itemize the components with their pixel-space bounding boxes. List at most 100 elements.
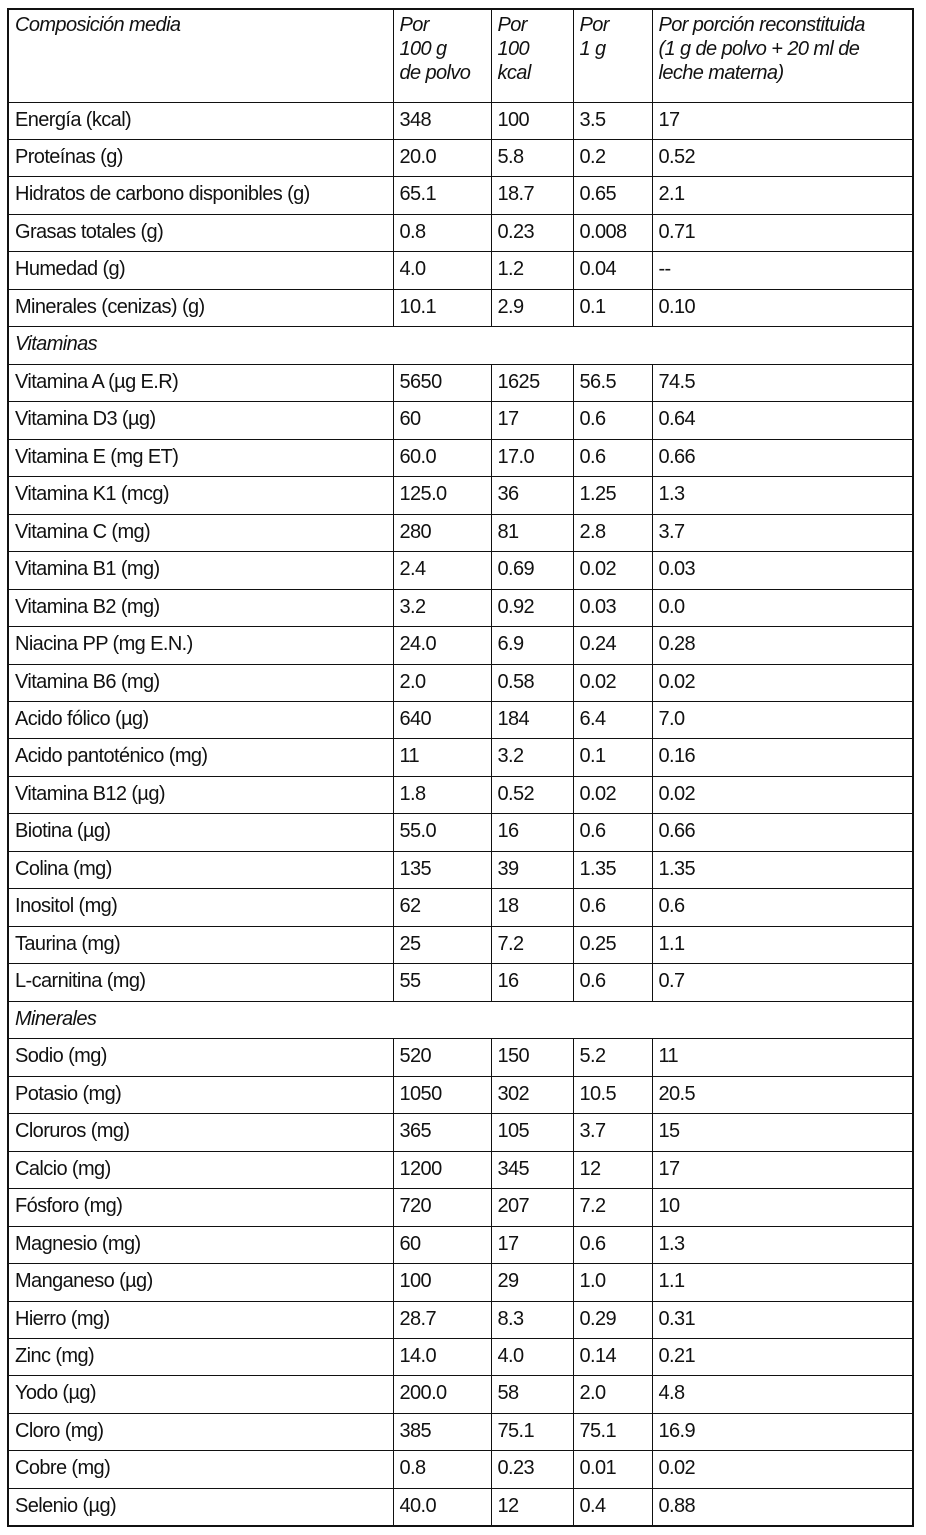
value-per-100g: 135: [392, 850, 492, 890]
table-row: Vitamina E (mg ET) 60.0 17.0 0.6 0.66: [7, 438, 914, 478]
table-row: Colina (mg) 135 39 1.35 1.35: [7, 850, 914, 890]
value-per-portion: 0.10: [651, 288, 914, 328]
value-per-1g: 56.5: [572, 363, 653, 403]
value-per-100kcal: 6.9: [490, 626, 574, 665]
value-per-portion: 0.02: [651, 1450, 914, 1489]
nutrient-name: L-carnitina (mg): [7, 963, 394, 1002]
value-per-100g: 5650: [392, 363, 492, 403]
value-per-portion: 0.16: [651, 738, 914, 777]
table-row: Magnesio (mg) 60 17 0.6 1.3: [7, 1225, 914, 1265]
nutrient-name: Sodio (mg): [7, 1038, 394, 1077]
value-per-1g: 6.4: [572, 700, 653, 740]
table-header-row: Composición media Por 100 g de polvo Por…: [7, 8, 914, 103]
value-per-1g: 0.2: [572, 138, 653, 178]
nutrient-name: Colina (mg): [7, 850, 394, 890]
table-row: Taurina (mg) 25 7.2 0.25 1.1: [7, 925, 914, 965]
table-row: Energía (kcal) 348 100 3.5 17: [7, 101, 914, 140]
value-per-1g: 0.6: [572, 401, 653, 440]
nutrient-name: Hidratos de carbono disponibles (g): [7, 176, 394, 215]
nutrient-name: Niacina PP (mg E.N.): [7, 626, 394, 665]
value-per-100g: 11: [392, 738, 492, 777]
value-per-1g: 0.02: [572, 551, 653, 590]
header-per-portion: Por porción reconstituida (1 g de polvo …: [651, 8, 914, 103]
header-line: 1 g: [579, 38, 607, 60]
value-per-100kcal: 345: [490, 1150, 574, 1190]
value-per-100kcal: 150: [490, 1038, 574, 1077]
header-composition: Composición media: [7, 8, 394, 103]
value-per-100kcal: 105: [490, 1113, 574, 1152]
value-per-portion: 0.71: [651, 213, 914, 253]
value-per-100kcal: 16: [490, 813, 574, 852]
nutrient-name: Minerales (cenizas) (g): [7, 288, 394, 328]
value-per-portion: 2.1: [651, 176, 914, 215]
value-per-100g: 24.0: [392, 626, 492, 665]
table-row: Proteínas (g) 20.0 5.8 0.2 0.52: [7, 138, 914, 178]
value-per-100g: 280: [392, 513, 492, 553]
value-per-100g: 10.1: [392, 288, 492, 328]
value-per-100kcal: 3.2: [490, 738, 574, 777]
table-row: Vitamina B2 (mg) 3.2 0.92 0.03 0.0: [7, 588, 914, 628]
value-per-100g: 60: [392, 401, 492, 440]
table-row: Potasio (mg) 1050 302 10.5 20.5: [7, 1075, 914, 1115]
value-per-portion: 4.8: [651, 1375, 914, 1414]
value-per-1g: 0.6: [572, 963, 653, 1002]
header-line: 100 g: [399, 38, 448, 60]
value-per-100g: 720: [392, 1188, 492, 1227]
table-row: Acido fólico (µg) 640 184 6.4 7.0: [7, 700, 914, 740]
value-per-portion: 1.1: [651, 1263, 914, 1302]
header-line: Por: [399, 14, 430, 36]
nutrient-name: Manganeso (µg): [7, 1263, 394, 1302]
header-line: Por: [497, 14, 528, 36]
nutrient-name: Acido pantoténico (mg): [7, 738, 394, 777]
header-line: leche materna): [658, 62, 785, 84]
value-per-100g: 20.0: [392, 138, 492, 178]
value-per-1g: 0.02: [572, 663, 653, 703]
nutrient-name: Vitamina A (µg E.R): [7, 363, 394, 403]
nutrient-name: Vitamina B12 (µg): [7, 775, 394, 815]
value-per-100g: 55.0: [392, 813, 492, 852]
value-per-100kcal: 5.8: [490, 138, 574, 178]
value-per-portion: 7.0: [651, 700, 914, 740]
nutrient-name: Vitamina B2 (mg): [7, 588, 394, 628]
value-per-1g: 0.6: [572, 1225, 653, 1265]
table-row: Grasas totales (g) 0.8 0.23 0.008 0.71: [7, 213, 914, 253]
value-per-100g: 4.0: [392, 251, 492, 290]
value-per-portion: 0.0: [651, 588, 914, 628]
table-row: Hidratos de carbono disponibles (g) 65.1 1…: [7, 176, 914, 215]
value-per-1g: 10.5: [572, 1075, 653, 1115]
table-row: Zinc (mg) 14.0 4.0 0.14 0.21: [7, 1337, 914, 1377]
value-per-1g: 0.65: [572, 176, 653, 215]
value-per-100g: 55: [392, 963, 492, 1002]
value-per-portion: --: [651, 251, 914, 290]
value-per-portion: 0.31: [651, 1300, 914, 1339]
header-per-1g: Por 1 g: [572, 8, 653, 103]
value-per-1g: 0.008: [572, 213, 653, 253]
nutrient-name: Taurina (mg): [7, 925, 394, 965]
table-row: Cloruros (mg) 365 105 3.7 15: [7, 1113, 914, 1152]
value-per-100g: 520: [392, 1038, 492, 1077]
section-header-row: Minerales: [7, 1000, 914, 1040]
value-per-100kcal: 75.1: [490, 1412, 574, 1452]
value-per-1g: 0.1: [572, 738, 653, 777]
table-row: Vitamina B6 (mg) 2.0 0.58 0.02 0.02: [7, 663, 914, 703]
value-per-100g: 0.8: [392, 1450, 492, 1489]
value-per-portion: 0.21: [651, 1337, 914, 1377]
table-row: Vitamina B12 (µg) 1.8 0.52 0.02 0.02: [7, 775, 914, 815]
value-per-100kcal: 36: [490, 476, 574, 515]
value-per-1g: 0.29: [572, 1300, 653, 1339]
value-per-100kcal: 16: [490, 963, 574, 1002]
nutrient-name: Vitamina C (mg): [7, 513, 394, 553]
table-row: Yodo (µg) 200.0 58 2.0 4.8: [7, 1375, 914, 1414]
value-per-100kcal: 39: [490, 850, 574, 890]
nutrient-name: Cloro (mg): [7, 1412, 394, 1452]
nutrient-name: Hierro (mg): [7, 1300, 394, 1339]
value-per-100kcal: 4.0: [490, 1337, 574, 1377]
table-row: Humedad (g) 4.0 1.2 0.04 --: [7, 251, 914, 290]
header-line: (1 g de polvo + 20 ml de: [658, 38, 860, 60]
table-row: Minerales (cenizas) (g) 10.1 2.9 0.1 0.10: [7, 288, 914, 328]
header-line: kcal: [497, 62, 532, 84]
value-per-1g: 0.6: [572, 888, 653, 927]
value-per-100kcal: 207: [490, 1188, 574, 1227]
value-per-100g: 1050: [392, 1075, 492, 1115]
value-per-portion: 17: [651, 101, 914, 140]
